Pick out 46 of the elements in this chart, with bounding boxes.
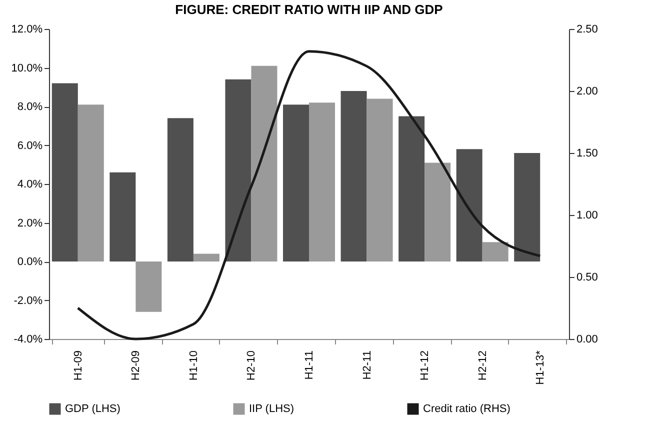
bar xyxy=(456,149,482,262)
x-tick-label: H1-12 xyxy=(419,350,432,380)
bar xyxy=(283,104,309,262)
y2-tick-label: 1.50 xyxy=(576,148,598,160)
bar xyxy=(78,104,104,262)
y-tick-label: 8.0% xyxy=(17,101,43,113)
x-tick-label: H1-11 xyxy=(304,350,316,380)
bar xyxy=(225,79,252,262)
x-tick-label: H1-10 xyxy=(188,350,200,380)
bar xyxy=(340,91,367,262)
bar xyxy=(514,153,540,262)
y2-tick-label: 2.50 xyxy=(576,24,598,36)
chart-title: FIGURE: CREDIT RATIO WITH IIP AND GDP xyxy=(175,2,444,17)
y-tick-label: 10.0% xyxy=(11,62,43,74)
bar xyxy=(424,162,451,262)
y-tick-label: 12.0% xyxy=(11,24,43,36)
x-tick-label: H2-10 xyxy=(246,350,258,380)
y2-tick-label: 0.00 xyxy=(576,334,598,346)
bar xyxy=(193,254,220,262)
x-tick-label: H2-12 xyxy=(476,350,489,380)
bar xyxy=(366,98,393,262)
bar xyxy=(251,66,278,262)
y-tick-label: 2.0% xyxy=(17,217,43,230)
bar xyxy=(136,262,162,312)
y-tick-label: 0.0% xyxy=(17,256,43,268)
legend-label: Credit ratio (RHS) xyxy=(423,403,510,415)
x-tick-label: H2-09 xyxy=(130,350,142,380)
y2-tick-label: 0.50 xyxy=(576,272,598,284)
y-tick-label: -2.0% xyxy=(14,294,43,307)
legend-label: IIP (LHS) xyxy=(249,403,294,415)
bar xyxy=(482,242,508,262)
bar xyxy=(167,118,194,262)
x-tick-label: H1-13* xyxy=(534,350,547,385)
bar xyxy=(398,116,425,262)
x-tick-label: H1-09 xyxy=(72,350,84,380)
y2-tick-label: 2.00 xyxy=(576,86,598,98)
y-tick-label: -4.0% xyxy=(14,334,43,346)
y-tick-label: 4.0% xyxy=(17,178,43,190)
y2-tick-label: 1.00 xyxy=(576,210,598,222)
y-tick-label: 6.0% xyxy=(17,140,43,152)
bar xyxy=(52,83,78,262)
bar xyxy=(309,102,335,262)
bar xyxy=(110,172,136,262)
legend-label: GDP (LHS) xyxy=(65,403,120,415)
line-series xyxy=(76,50,542,340)
x-tick-label: H2-11 xyxy=(361,350,374,380)
